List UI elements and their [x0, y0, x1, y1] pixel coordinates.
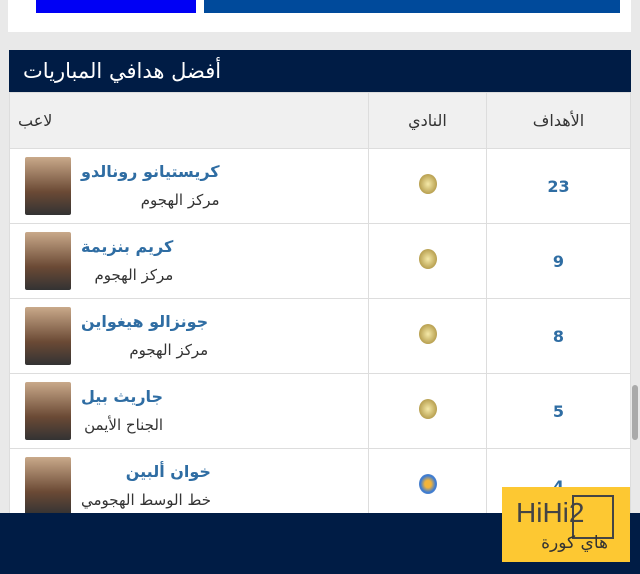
scrollbar[interactable] — [632, 385, 638, 440]
player-cell: كريم بنزيمة مركز الهجوم — [9, 223, 369, 299]
header-goals: الأهداف — [486, 92, 631, 149]
goals-cell: 5 — [486, 373, 631, 449]
player-name-link[interactable]: جاريث بيل — [81, 387, 164, 406]
table-row: 9 كريم بنزيمة مركز الهجوم — [9, 223, 631, 299]
club-cell — [368, 373, 487, 449]
goals-cell: 8 — [486, 298, 631, 374]
table-row: 23 كريستيانو رونالدو مركز الهجوم — [9, 148, 631, 224]
player-name-link[interactable]: كريستيانو رونالدو — [81, 162, 220, 181]
top-scorers-card: أفضل هدافي المباريات الأهداف النادي لاعب… — [9, 50, 631, 524]
header-club: النادي — [368, 92, 487, 149]
player-photo[interactable] — [25, 157, 71, 215]
player-photo[interactable] — [25, 232, 71, 290]
real-madrid-crest-icon[interactable] — [418, 249, 437, 269]
player-photo[interactable] — [25, 307, 71, 365]
hihi2-logo: HiHi2 هاي كورة — [502, 487, 630, 562]
player-position: خط الوسط الهجومي — [81, 491, 211, 509]
club-cell — [368, 148, 487, 224]
real-madrid-crest-icon[interactable] — [418, 399, 437, 419]
goals-cell: 9 — [486, 223, 631, 299]
blue-button-right[interactable] — [204, 0, 620, 13]
player-name-link[interactable]: خوان ألبين — [125, 462, 211, 481]
player-position: مركز الهجوم — [140, 191, 220, 209]
header-player: لاعب — [9, 92, 369, 149]
player-cell: خوان ألبين خط الوسط الهجومي — [9, 448, 369, 524]
real-madrid-crest-icon[interactable] — [418, 324, 437, 344]
player-position: الجناح الأيمن — [84, 416, 164, 434]
player-position: مركز الهجوم — [129, 341, 209, 359]
real-madrid-crest-icon[interactable] — [418, 174, 437, 194]
club-cell — [368, 298, 487, 374]
top-card — [8, 0, 631, 32]
player-photo[interactable] — [25, 382, 71, 440]
player-cell: جاريث بيل الجناح الأيمن — [9, 373, 369, 449]
player-cell: جونزالو هيغواين مركز الهجوم — [9, 298, 369, 374]
player-name-link[interactable]: جونزالو هيغواين — [81, 312, 209, 331]
club-cell — [368, 223, 487, 299]
goals-cell: 23 — [486, 148, 631, 224]
player-name-link[interactable]: كريم بنزيمة — [81, 237, 174, 256]
scorers-table: الأهداف النادي لاعب 23 كريستيانو رونالدو… — [9, 92, 631, 524]
card-title: أفضل هدافي المباريات — [9, 50, 631, 92]
table-row: 8 جونزالو هيغواين مركز الهجوم — [9, 298, 631, 374]
player-photo[interactable] — [25, 457, 71, 515]
player-position: مركز الهجوم — [94, 266, 174, 284]
table-row: 5 جاريث بيل الجناح الأيمن — [9, 373, 631, 449]
player-cell: كريستيانو رونالدو مركز الهجوم — [9, 148, 369, 224]
blue-button-left[interactable] — [36, 0, 196, 13]
getafe-crest-icon[interactable] — [418, 474, 437, 494]
